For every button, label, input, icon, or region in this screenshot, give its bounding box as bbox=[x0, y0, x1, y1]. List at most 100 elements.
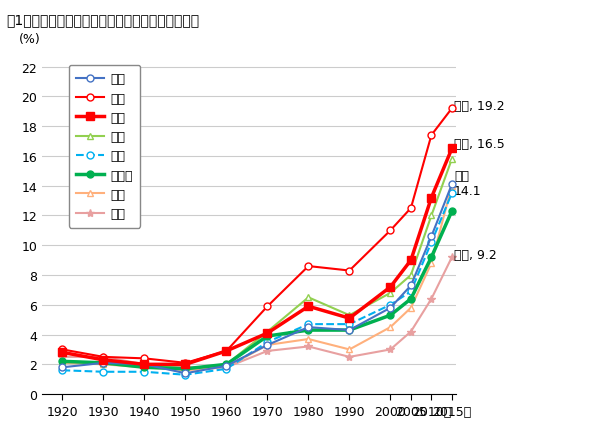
京都 bbox=[428, 213, 435, 219]
東京 bbox=[387, 228, 394, 233]
奈良 bbox=[264, 343, 271, 348]
全国 bbox=[141, 362, 148, 367]
京都 bbox=[346, 313, 353, 318]
奈良 bbox=[346, 347, 353, 352]
大阪 bbox=[305, 304, 312, 309]
Text: 図1　全国と東京・関西各府県の女性の生涯未婚率: 図1 全国と東京・関西各府県の女性の生涯未婚率 bbox=[6, 13, 199, 27]
全国 bbox=[223, 364, 230, 369]
全国 bbox=[182, 371, 189, 376]
Line: 兵庫: 兵庫 bbox=[59, 190, 455, 378]
和歌山 bbox=[100, 360, 107, 366]
滋賀 bbox=[305, 344, 312, 349]
全国 bbox=[407, 283, 415, 288]
兵庫 bbox=[264, 339, 271, 345]
Line: 和歌山: 和歌山 bbox=[59, 208, 455, 372]
滋賀 bbox=[346, 354, 353, 360]
滋賀 bbox=[407, 329, 415, 335]
奈良 bbox=[428, 261, 435, 266]
滋賀 bbox=[182, 365, 189, 370]
和歌山 bbox=[407, 297, 415, 302]
大阪 bbox=[387, 285, 394, 290]
京都 bbox=[100, 360, 107, 366]
奈良 bbox=[59, 360, 66, 366]
東京 bbox=[305, 264, 312, 269]
Line: 全国: 全国 bbox=[59, 181, 455, 377]
全国 bbox=[264, 343, 271, 348]
東京 bbox=[141, 356, 148, 361]
Text: 14.1: 14.1 bbox=[454, 184, 482, 197]
全国 bbox=[387, 305, 394, 311]
東京 bbox=[182, 360, 189, 366]
兵庫 bbox=[59, 368, 66, 373]
Line: 大阪: 大阪 bbox=[58, 145, 456, 369]
兵庫 bbox=[428, 240, 435, 245]
滋賀 bbox=[448, 255, 455, 260]
Legend: 全国, 東京, 大阪, 京都, 兵庫, 和歌山, 奈良, 滋賀: 全国, 東京, 大阪, 京都, 兵庫, 和歌山, 奈良, 滋賀 bbox=[69, 66, 140, 228]
奈良 bbox=[223, 365, 230, 370]
奈良 bbox=[100, 362, 107, 367]
大阪 bbox=[264, 331, 271, 336]
大阪 bbox=[448, 146, 455, 152]
京都 bbox=[223, 362, 230, 367]
大阪 bbox=[428, 195, 435, 201]
全国 bbox=[346, 328, 353, 333]
東京 bbox=[264, 304, 271, 309]
Text: 大阪, 16.5: 大阪, 16.5 bbox=[454, 138, 505, 151]
京都 bbox=[182, 366, 189, 371]
奈良 bbox=[387, 325, 394, 330]
大阪 bbox=[59, 350, 66, 355]
東京 bbox=[428, 133, 435, 138]
全国 bbox=[305, 325, 312, 330]
滋賀 bbox=[141, 362, 148, 367]
京都 bbox=[407, 273, 415, 278]
全国 bbox=[428, 234, 435, 240]
大阪 bbox=[407, 258, 415, 263]
大阪 bbox=[223, 349, 230, 354]
大阪 bbox=[100, 357, 107, 363]
兵庫 bbox=[448, 191, 455, 196]
滋賀 bbox=[264, 349, 271, 354]
兵庫 bbox=[407, 289, 415, 294]
兵庫 bbox=[223, 366, 230, 371]
奈良 bbox=[448, 184, 455, 189]
滋賀 bbox=[100, 354, 107, 360]
滋賀 bbox=[387, 347, 394, 352]
京都 bbox=[141, 362, 148, 367]
和歌山 bbox=[305, 328, 312, 333]
和歌山 bbox=[264, 334, 271, 339]
京都 bbox=[264, 329, 271, 335]
和歌山 bbox=[223, 362, 230, 367]
京都 bbox=[448, 157, 455, 162]
全国 bbox=[59, 365, 66, 370]
和歌山 bbox=[387, 313, 394, 318]
和歌山 bbox=[448, 209, 455, 214]
奈良 bbox=[407, 305, 415, 311]
兵庫 bbox=[305, 322, 312, 327]
東京 bbox=[448, 106, 455, 112]
京都 bbox=[387, 290, 394, 296]
滋賀 bbox=[223, 365, 230, 370]
東京 bbox=[407, 206, 415, 211]
全国 bbox=[100, 360, 107, 366]
東京 bbox=[346, 268, 353, 274]
Line: 京都: 京都 bbox=[59, 156, 455, 372]
兵庫 bbox=[346, 322, 353, 327]
Line: 滋賀: 滋賀 bbox=[58, 254, 456, 371]
Line: 奈良: 奈良 bbox=[59, 183, 455, 374]
奈良 bbox=[141, 365, 148, 370]
大阪 bbox=[141, 362, 148, 367]
兵庫 bbox=[141, 369, 148, 374]
和歌山 bbox=[182, 366, 189, 371]
兵庫 bbox=[182, 372, 189, 378]
東京 bbox=[59, 347, 66, 352]
奈良 bbox=[182, 368, 189, 373]
Text: 全国: 全国 bbox=[454, 170, 469, 182]
大阪 bbox=[182, 362, 189, 367]
Text: 滋賀, 9.2: 滋賀, 9.2 bbox=[454, 248, 497, 261]
兵庫 bbox=[387, 303, 394, 308]
東京 bbox=[223, 349, 230, 354]
和歌山 bbox=[59, 359, 66, 364]
兵庫 bbox=[100, 369, 107, 374]
Line: 東京: 東京 bbox=[59, 106, 455, 367]
滋賀 bbox=[428, 297, 435, 302]
